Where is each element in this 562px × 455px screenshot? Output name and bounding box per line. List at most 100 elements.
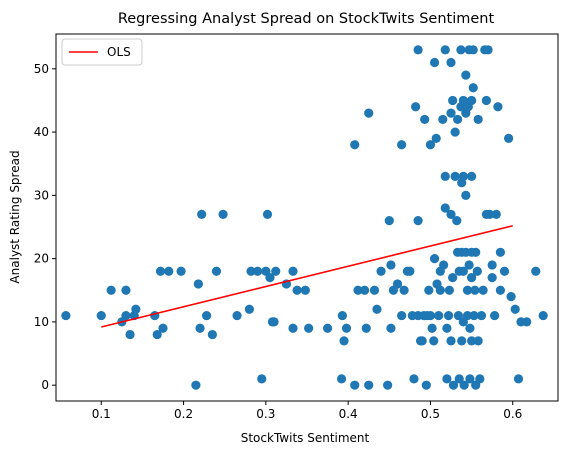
data-point — [470, 285, 480, 295]
data-point — [218, 209, 228, 219]
points-layer — [61, 45, 548, 390]
data-point — [452, 216, 462, 226]
data-point — [197, 209, 207, 219]
data-point — [413, 216, 423, 226]
data-point — [462, 285, 473, 295]
y-tick-label: 0 — [41, 378, 49, 392]
data-point — [429, 57, 440, 68]
data-point — [193, 279, 203, 289]
data-point — [466, 273, 477, 283]
data-point — [468, 83, 478, 93]
data-point — [271, 266, 281, 276]
x-tick-label: 0.1 — [92, 407, 111, 421]
data-point — [429, 336, 439, 346]
x-axis-label: StockTwits Sentiment — [241, 431, 370, 445]
data-point — [336, 374, 347, 384]
y-tick-label: 40 — [34, 125, 49, 139]
data-point — [211, 266, 222, 276]
data-point — [471, 247, 481, 257]
data-point — [485, 209, 495, 219]
data-point — [453, 114, 463, 125]
data-point — [397, 140, 407, 150]
data-point — [487, 260, 497, 270]
data-point — [304, 323, 314, 333]
data-point — [448, 380, 459, 390]
data-point — [421, 380, 431, 390]
data-point — [392, 279, 403, 289]
data-point — [253, 266, 263, 276]
data-point — [495, 247, 505, 257]
data-point — [411, 102, 421, 112]
legend-ols-label: OLS — [107, 45, 131, 59]
data-point — [131, 304, 141, 314]
data-point — [429, 254, 440, 264]
data-point — [522, 317, 532, 327]
data-point — [341, 323, 352, 333]
data-point — [448, 95, 458, 106]
data-point — [458, 171, 468, 181]
x-axis-ticks: 0.1 0.2 0.3 0.4 0.5 0.6 — [92, 401, 522, 421]
data-point — [372, 304, 382, 314]
data-point — [435, 285, 445, 295]
data-point — [360, 285, 370, 295]
data-point — [472, 266, 482, 276]
data-point — [269, 317, 279, 327]
data-point — [155, 266, 166, 276]
data-point — [465, 323, 475, 333]
data-point — [469, 310, 479, 321]
data-point — [438, 114, 448, 125]
data-point — [446, 57, 456, 68]
data-point — [106, 285, 116, 295]
data-point — [487, 273, 497, 283]
data-point — [288, 323, 298, 333]
data-point — [202, 310, 212, 321]
ols-line — [101, 224, 513, 328]
data-point — [292, 285, 302, 295]
x-tick-label: 0.2 — [174, 407, 193, 421]
y-axis-label: Analyst Rating Spread — [8, 150, 22, 283]
data-point — [121, 310, 131, 321]
data-point — [450, 127, 460, 137]
data-point — [369, 285, 380, 295]
data-point — [490, 310, 500, 321]
data-point — [473, 114, 483, 125]
data-point — [350, 140, 360, 150]
data-point — [376, 266, 386, 276]
data-point — [353, 285, 363, 295]
data-point — [468, 45, 478, 55]
data-point — [440, 203, 450, 213]
data-point — [457, 336, 467, 346]
data-point — [409, 374, 419, 384]
data-point — [121, 285, 131, 295]
data-point — [499, 266, 510, 276]
data-point — [427, 323, 437, 333]
data-point — [399, 285, 409, 295]
data-point — [420, 114, 430, 125]
data-point — [461, 70, 471, 80]
data-point — [425, 140, 436, 150]
data-point — [456, 45, 466, 55]
data-point — [61, 310, 71, 321]
data-point — [466, 336, 477, 346]
data-point — [361, 323, 371, 333]
data-point — [448, 273, 458, 283]
data-point — [506, 291, 516, 302]
data-point — [495, 285, 505, 295]
data-point — [386, 260, 396, 270]
data-point — [125, 329, 135, 340]
data-point — [96, 310, 106, 321]
data-point — [513, 374, 524, 384]
data-point — [446, 209, 456, 219]
y-axis-ticks: 0 10 20 30 40 50 — [34, 62, 56, 392]
data-point — [478, 285, 488, 295]
data-point — [207, 329, 217, 340]
data-point — [466, 95, 477, 106]
data-point — [158, 323, 168, 333]
data-point — [288, 266, 298, 276]
data-point — [444, 285, 454, 295]
data-point — [476, 310, 487, 321]
data-point — [246, 266, 256, 276]
data-point — [424, 285, 434, 295]
data-point — [464, 260, 474, 270]
